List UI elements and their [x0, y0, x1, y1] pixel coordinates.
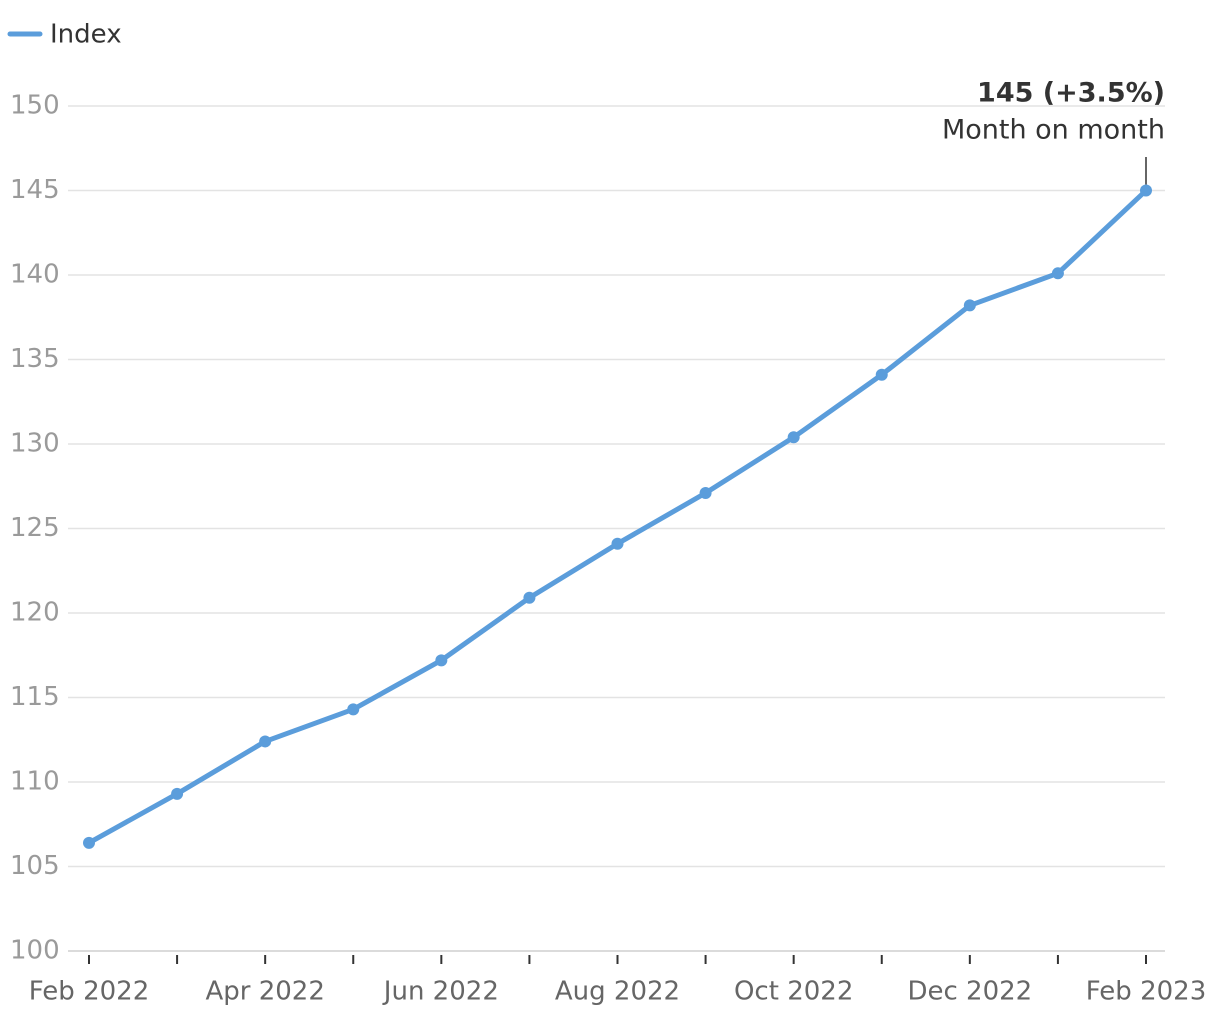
point [347, 703, 360, 716]
x-tick-label: Feb 2022 [29, 977, 149, 1007]
y-tick-label: 125 [10, 513, 60, 543]
x-tick-label: Dec 2022 [907, 977, 1032, 1007]
x-tick-label: Aug 2022 [555, 977, 680, 1007]
y-tick-label: 140 [10, 260, 60, 290]
y-tick-label: 100 [10, 936, 60, 966]
y-tick-label: 120 [10, 598, 60, 628]
point [435, 654, 448, 667]
x-tick-label: Feb 2023 [1086, 977, 1206, 1007]
y-tick-label: 150 [10, 91, 60, 121]
y-tick-label: 130 [10, 429, 60, 459]
point [875, 368, 888, 381]
x-tick-label: Oct 2022 [734, 977, 853, 1007]
point [523, 591, 536, 604]
y-tick-label: 105 [10, 851, 60, 881]
point [1051, 267, 1064, 280]
y-tick-label: 145 [10, 175, 60, 205]
point [259, 735, 272, 748]
point [699, 487, 712, 500]
legend-label: Index [50, 20, 122, 50]
y-tick-label: 135 [10, 344, 60, 374]
point [171, 787, 184, 800]
line [87, 188, 1148, 846]
point [1140, 184, 1152, 197]
annotation-title: 145 (+3.5%) [977, 78, 1165, 109]
point [787, 431, 800, 444]
x-tick-label: Jun 2022 [382, 977, 499, 1007]
annotation-text: Month on month [942, 115, 1165, 146]
y-tick-label: 110 [10, 767, 60, 797]
y-tick-label: 115 [10, 682, 60, 712]
point [83, 836, 95, 849]
point [611, 537, 624, 550]
x-tick-label: Apr 2022 [205, 977, 324, 1007]
point [963, 299, 976, 312]
